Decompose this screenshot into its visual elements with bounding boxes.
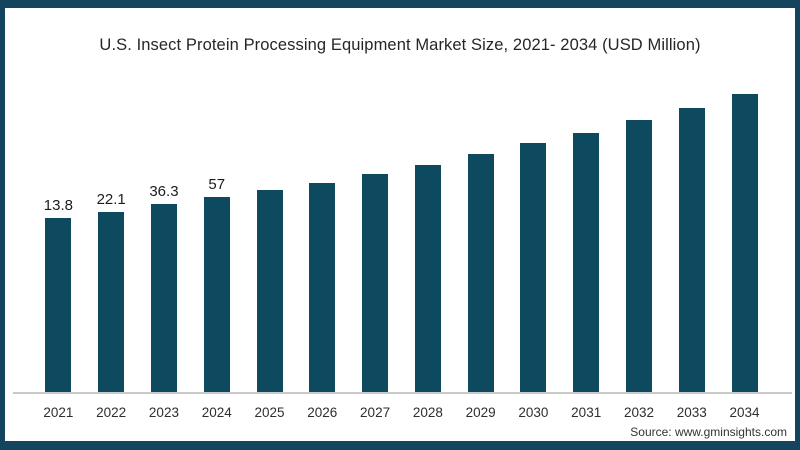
bar-column-2031: [560, 112, 613, 393]
bar-2028: [414, 165, 441, 393]
bar-column-2022: 22.1: [85, 191, 138, 393]
x-axis-label-2025: 2025: [254, 405, 285, 420]
bar-2022: [98, 212, 125, 393]
bar-column-2025: [243, 169, 296, 393]
x-axis-labels: 2021 2022 2023 2024 2025 2026 2027 2028 2029 2030…: [32, 405, 771, 420]
x-axis-label-2031: 2031: [571, 405, 602, 420]
bar-column-2028: [401, 144, 454, 393]
x-axis-label-2029: 2029: [465, 405, 496, 420]
x-axis-label-2030: 2030: [518, 405, 549, 420]
x-axis-label-2026: 2026: [307, 405, 338, 420]
bar-2027: [362, 174, 389, 393]
source-credit: Source: www.gminsights.com: [630, 425, 787, 439]
bar-value-label-2024: 57: [208, 176, 226, 193]
bar-column-2030: [507, 122, 560, 393]
x-axis-label-2027: 2027: [360, 405, 391, 420]
x-axis-label-2034: 2034: [729, 405, 760, 420]
bar-column-2026: [296, 162, 349, 393]
bar-column-2023: 36.3: [138, 183, 191, 393]
x-axis-line: [13, 392, 792, 394]
bar-value-label-2022: 22.1: [96, 191, 126, 208]
bar-2026: [309, 183, 336, 393]
bar-column-2021: 13.8: [32, 197, 85, 393]
plot-area: 13.8 22.1 36.3 57: [32, 73, 771, 393]
bar-2033: [678, 108, 705, 393]
bar-column-2032: [613, 99, 666, 393]
x-axis-label-2023: 2023: [148, 405, 179, 420]
bar-2031: [573, 133, 600, 393]
bar-column-2024: 57: [190, 176, 243, 393]
bar-2030: [520, 143, 547, 393]
bar-column-2033: [665, 87, 718, 393]
bar-column-2029: [454, 133, 507, 393]
bar-2025: [256, 190, 283, 393]
bar-column-2027: [349, 153, 402, 393]
x-axis-label-2028: 2028: [412, 405, 443, 420]
bar-2032: [625, 120, 652, 393]
x-axis-label-2032: 2032: [623, 405, 654, 420]
x-axis-label-2022: 2022: [96, 405, 127, 420]
bar-value-label-2021: 13.8: [43, 197, 73, 214]
chart-title: U.S. Insect Protein Processing Equipment…: [99, 36, 701, 54]
x-axis-label-2033: 2033: [676, 405, 707, 420]
bar-2023: [150, 204, 177, 393]
bar-column-2034: [718, 73, 771, 393]
bar-2029: [467, 154, 494, 393]
bar-2021: [45, 218, 72, 393]
bar-2024: [203, 197, 230, 393]
x-axis-label-2024: 2024: [201, 405, 232, 420]
bar-2034: [731, 94, 758, 393]
bar-value-label-2023: 36.3: [149, 183, 179, 200]
x-axis-label-2021: 2021: [43, 405, 74, 420]
